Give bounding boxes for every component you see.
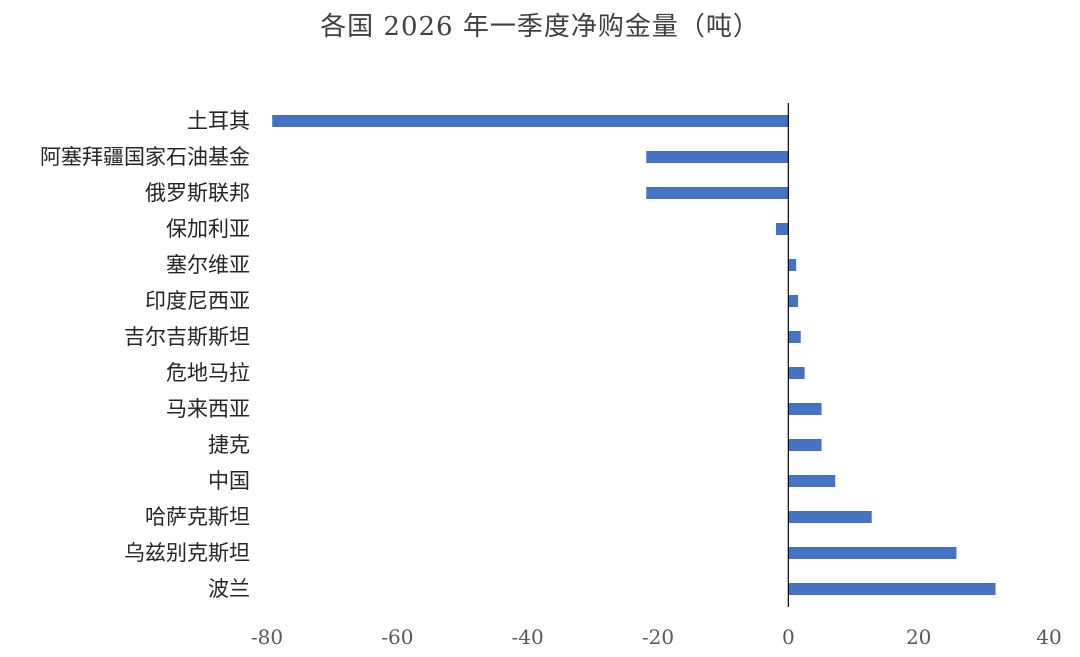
x-tick-label: -40 <box>512 625 544 649</box>
category-label: 马来西亚 <box>166 397 250 421</box>
category-label: 阿塞拜疆国家石油基金 <box>40 145 250 169</box>
bar <box>646 151 789 163</box>
x-tick-label: -60 <box>381 625 413 649</box>
category-label: 危地马拉 <box>166 361 250 385</box>
category-label: 印度尼西亚 <box>145 289 250 313</box>
category-label: 土耳其 <box>187 109 250 133</box>
x-tick-label: 0 <box>782 625 795 649</box>
bar <box>646 187 789 199</box>
category-label: 塞尔维亚 <box>166 253 250 277</box>
bars-group <box>272 115 996 595</box>
category-label: 保加利亚 <box>166 217 250 241</box>
bar <box>775 223 789 235</box>
bar <box>788 475 836 487</box>
category-labels-group: 土耳其阿塞拜疆国家石油基金俄罗斯联邦保加利亚塞尔维亚印度尼西亚吉尔吉斯斯坦危地马… <box>40 109 250 601</box>
bar <box>788 547 957 559</box>
bar <box>788 403 822 415</box>
bar <box>788 331 801 343</box>
category-label: 中国 <box>208 469 250 493</box>
bar <box>272 115 789 127</box>
bar <box>788 259 797 271</box>
bar <box>788 439 822 451</box>
x-tick-label: -20 <box>642 625 674 649</box>
bar <box>788 511 872 523</box>
x-tick-labels-group: -80 -60 -40 -20 0 20 40 <box>251 625 1062 649</box>
x-tick-label: 40 <box>1036 625 1061 649</box>
category-label: 捷克 <box>208 433 250 457</box>
category-label: 乌兹别克斯坦 <box>124 541 250 565</box>
category-label: 俄罗斯联邦 <box>145 181 250 205</box>
bar <box>788 583 996 595</box>
chart-title: 各国 2026 年一季度净购金量（吨） <box>320 12 760 42</box>
category-label: 波兰 <box>208 577 250 601</box>
category-label: 哈萨克斯坦 <box>145 505 250 529</box>
bar <box>788 295 799 307</box>
category-label: 吉尔吉斯斯坦 <box>124 325 250 349</box>
bar <box>788 367 805 379</box>
x-tick-label: 20 <box>906 625 931 649</box>
x-tick-label: -80 <box>251 625 283 649</box>
